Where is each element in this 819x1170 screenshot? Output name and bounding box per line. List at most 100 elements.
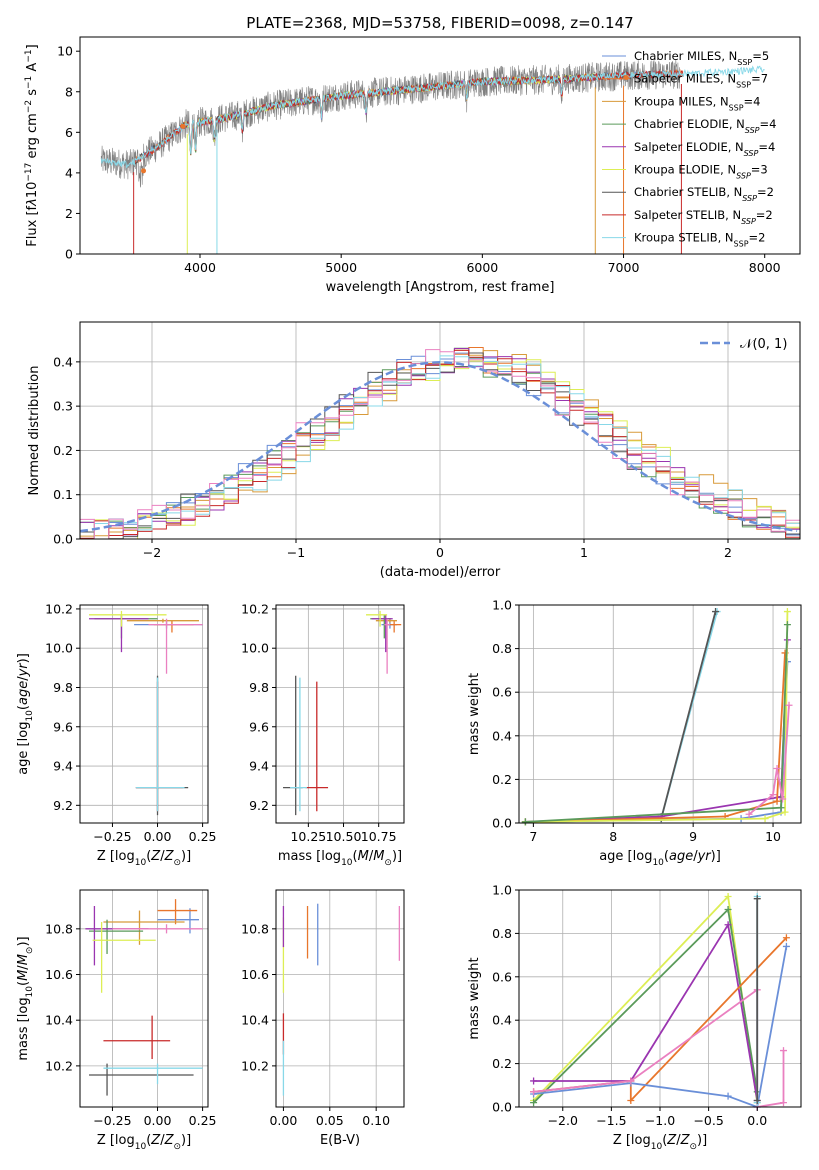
- data-point: [785, 701, 793, 709]
- y-axis-label: age [log10(age/yr)]: [16, 653, 35, 775]
- y-tick-label: 0: [65, 247, 73, 262]
- y-tick-label: 10.0: [241, 641, 269, 656]
- series-line: [525, 624, 789, 823]
- panel-massweight-vs-age: 7 8 9 10 0.0 0.2 0.4 0.6 0.8 1.0 age [log10(age/yr…: [467, 598, 802, 868]
- x-tick-label: 7: [529, 829, 537, 844]
- y-tick-label: 6: [65, 125, 73, 140]
- series-line: [525, 661, 789, 823]
- y-tick-label: 9.6: [249, 719, 269, 734]
- x-tick-label: 8: [609, 829, 617, 844]
- y-tick-label: 0.1: [53, 487, 73, 502]
- panel-mass-vs-metallicity: −0.25 0.00 0.25 10.2 10.4 10.6 10.8 Z [log10(Z/…: [16, 889, 217, 1152]
- panel-mass-vs-ebv: 0.00 0.05 0.10 10.2 10.4 10.6 10.8 E(B-V): [241, 889, 405, 1148]
- y-tick-label: 0.4: [492, 1013, 512, 1028]
- legend-entry: Chabrier MILES, NSSP=5: [634, 49, 769, 67]
- y-tick-label: 10: [57, 44, 73, 59]
- y-tick-label: 2: [65, 206, 73, 221]
- data-point: [627, 1077, 635, 1085]
- x-tick-label: −2: [143, 545, 161, 560]
- x-tick-label: 4000: [184, 260, 216, 275]
- x-tick-label: 10.25: [290, 829, 326, 844]
- x-tick-label: 0.25: [189, 829, 217, 844]
- y-tick-label: 10.2: [45, 601, 73, 616]
- x-axis-label: Z [log10(Z/Z⊙)]: [613, 1133, 707, 1152]
- axes-frame: [518, 604, 802, 824]
- data-point: [782, 942, 790, 950]
- x-tick-label: 10.75: [361, 829, 397, 844]
- series-line: [532, 894, 759, 1103]
- x-tick-label: 0.0: [747, 1113, 767, 1128]
- model-marker: [623, 75, 629, 81]
- x-tick-label: 6000: [466, 260, 498, 275]
- y-tick-label: 0.8: [492, 926, 512, 941]
- data-point: [777, 804, 785, 812]
- y-axis-label: mass [log10(M/M⊙)]: [16, 936, 35, 1060]
- x-tick-label: −1.5: [596, 1113, 626, 1128]
- x-axis-label: Z [log10(Z/Z⊙)]: [97, 1133, 191, 1152]
- data-point: [521, 818, 529, 826]
- x-tick-label: 2: [724, 545, 732, 560]
- series-line: [532, 907, 759, 1104]
- y-tick-label: 10.6: [45, 967, 73, 982]
- data-point: [761, 815, 769, 823]
- x-tick-label: −1.0: [645, 1113, 675, 1128]
- y-tick-label: 0.2: [492, 1056, 512, 1071]
- histogram-series: [80, 355, 800, 539]
- legend-entry: Chabrier ELODIE, NSSP=4: [634, 117, 776, 135]
- y-tick-label: 9.4: [53, 759, 73, 774]
- x-tick-label: 7000: [608, 260, 640, 275]
- y-tick-label: 1.0: [492, 598, 512, 613]
- legend-entry: Salpeter ELODIE, NSSP=4: [634, 140, 775, 158]
- panel-spectrum: PLATE=2368, MJD=53758, FIBERID=0098, z=0…: [24, 14, 801, 295]
- y-tick-label: 0.8: [492, 641, 512, 656]
- y-tick-label: 9.6: [53, 719, 73, 734]
- model-marker: [141, 168, 147, 174]
- series-line: [525, 652, 786, 823]
- normal-curve: [79, 361, 798, 533]
- legend-entry: Chabrier STELIB, NSSP=2: [634, 185, 774, 203]
- data-point: [724, 893, 732, 901]
- y-tick-label: 10.2: [241, 1058, 269, 1073]
- chart-title: PLATE=2368, MJD=53758, FIBERID=0098, z=0…: [246, 14, 633, 32]
- x-tick-label: 1: [580, 545, 588, 560]
- x-tick-label: −2.0: [548, 1113, 578, 1128]
- legend-entry: Kroupa MILES, NSSP=4: [634, 94, 760, 112]
- y-tick-label: 9.4: [249, 759, 269, 774]
- axes-frame: [275, 889, 405, 1108]
- x-axis-label: mass [log10(M/M⊙)]: [278, 849, 402, 868]
- legend-entry: Kroupa STELIB, NSSP=2: [634, 231, 765, 249]
- panel-residual-histogram: −2 −1 0 1 2 0.0 0.1 0.2 0.3 0.4 (data-model)/error…: [27, 321, 801, 580]
- data-point: [773, 765, 781, 772]
- data-point: [773, 797, 781, 805]
- x-tick-label: 0.00: [269, 1113, 297, 1128]
- data-point: [712, 608, 720, 616]
- data-point: [779, 1099, 787, 1107]
- x-tick-label: 0.00: [144, 1113, 172, 1128]
- model-spectrum: [100, 65, 765, 169]
- y-axis-label: Normed distribution: [27, 366, 42, 496]
- series-line: [525, 611, 789, 823]
- model-marker: [180, 123, 186, 129]
- x-axis-label: Z [log10(Z/Z⊙)]: [97, 849, 191, 868]
- data-point: [783, 621, 791, 629]
- data-point: [724, 921, 732, 929]
- y-tick-label: 10.8: [241, 921, 269, 936]
- data-point: [781, 808, 789, 816]
- y-tick-label: 0.4: [53, 354, 73, 369]
- y-tick-label: 10.2: [241, 601, 269, 616]
- data-point: [779, 1047, 787, 1055]
- y-tick-label: 0.2: [492, 772, 512, 787]
- y-tick-label: 10.4: [241, 1013, 269, 1028]
- y-tick-label: 10.0: [45, 641, 73, 656]
- axes-frame: [79, 889, 209, 1108]
- panel-massweight-vs-metallicity: −2.0 −1.5 −1.0 −0.5 0.0 0.0 0.2 0.4 0.6 0.8 1.0 Z […: [467, 883, 802, 1152]
- histogram-series: [80, 359, 800, 539]
- axes-frame: [79, 36, 801, 255]
- data-point: [753, 1096, 761, 1104]
- x-tick-label: 10: [765, 829, 781, 844]
- data-point: [779, 795, 787, 803]
- y-tick-label: 0.0: [492, 816, 512, 831]
- x-tick-label: 5000: [325, 260, 357, 275]
- y-tick-label: 10.8: [45, 921, 73, 936]
- y-tick-label: 9.2: [53, 798, 73, 813]
